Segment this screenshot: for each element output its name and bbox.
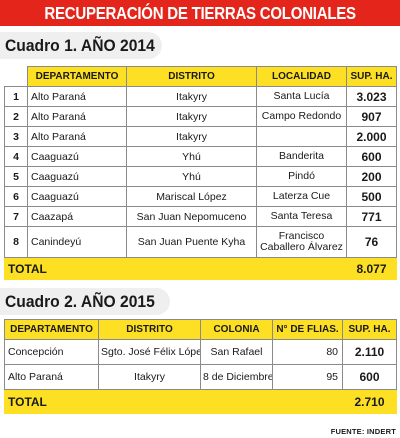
table1-row: 6 Caaguazú Mariscal López Laterza Cue 500: [4, 186, 397, 207]
table2-heading: Cuadro 2. AÑO 2015: [0, 288, 170, 315]
table2-header-departamento: DEPARTAMENTO: [4, 319, 99, 340]
table-2015: DEPARTAMENTO DISTRITO COLONIA N° DE FLIA…: [4, 319, 397, 414]
table2-total-row: TOTAL 2.710: [4, 389, 397, 414]
table1-row: 1 Alto Paraná Itakyry Santa Lucía 3.023: [4, 86, 397, 107]
table1-header-row: DEPARTAMENTO DISTRITO LOCALIDAD SUP. HA.: [4, 66, 397, 87]
sup-cell: 3.023: [346, 86, 397, 107]
departamento-cell: Alto Paraná: [27, 86, 127, 107]
departamento-cell: Caaguazú: [27, 186, 127, 207]
distrito-cell: Itakyry: [126, 126, 257, 147]
row-number: 4: [4, 146, 28, 167]
sup-cell: 76: [346, 226, 397, 258]
table1-row: 7 Caazapá San Juan Nepomuceno Santa Teresa 7…: [4, 206, 397, 227]
table1-heading-text: Cuadro 1. AÑO 2014: [5, 36, 155, 55]
distrito-cell: San Juan Nepomuceno: [126, 206, 257, 227]
row-number: 2: [4, 106, 28, 127]
row-number: 8: [4, 226, 28, 258]
localidad-cell: Santa Teresa: [256, 206, 347, 227]
page-title: RECUPERACIÓN DE TIERRAS COLONIALES: [0, 0, 400, 26]
table1-row: 8 Canindeyú San Juan Puente Kyha Francisco …: [4, 226, 397, 258]
table2-row: Concepción Sgto. José Félix López San Rafa…: [4, 339, 397, 365]
departamento-cell: Concepción: [4, 339, 99, 365]
sup-cell: 2.000: [346, 126, 397, 147]
distrito-cell: Mariscal López: [126, 186, 257, 207]
localidad-cell: Campo Redondo: [256, 106, 347, 127]
distrito-cell: Sgto. José Félix López: [98, 339, 201, 365]
sup-cell: 907: [346, 106, 397, 127]
table2-header-sup: SUP. HA.: [342, 319, 397, 340]
flias-cell: 80: [272, 339, 343, 365]
distrito-cell: Itakyry: [98, 364, 201, 390]
source-note: FUENTE: INDERT: [330, 427, 396, 436]
table1-total-row: TOTAL 8.077: [4, 257, 397, 280]
table2-header-row: DEPARTAMENTO DISTRITO COLONIA N° DE FLIA…: [4, 319, 397, 340]
page-title-text: RECUPERACIÓN DE TIERRAS COLONIALES: [44, 3, 356, 23]
row-number: 5: [4, 166, 28, 187]
table1-row: 3 Alto Paraná Itakyry 2.000: [4, 126, 397, 147]
localidad-cell: Banderita: [256, 146, 347, 167]
localidad-cell: Francisco Caballero Álvarez: [256, 226, 347, 258]
row-number: 1: [4, 86, 28, 107]
localidad-cell: Laterza Cue: [256, 186, 347, 207]
table1-row: 4 Caaguazú Yhú Banderita 600: [4, 146, 397, 167]
table-2014: DEPARTAMENTO DISTRITO LOCALIDAD SUP. HA.…: [4, 66, 397, 280]
table1-row: 2 Alto Paraná Itakyry Campo Redondo 907: [4, 106, 397, 127]
distrito-cell: Yhú: [126, 166, 257, 187]
departamento-cell: Alto Paraná: [27, 106, 127, 127]
departamento-cell: Caazapá: [27, 206, 127, 227]
table2-header-colonia: COLONIA: [200, 319, 273, 340]
departamento-cell: Caaguazú: [27, 146, 127, 167]
table1-header-localidad: LOCALIDAD: [256, 66, 347, 87]
row-number: 6: [4, 186, 28, 207]
distrito-cell: Itakyry: [126, 106, 257, 127]
table1-header-sup: SUP. HA.: [346, 66, 397, 87]
departamento-cell: Alto Paraná: [4, 364, 99, 390]
total-label: TOTAL: [4, 389, 343, 414]
distrito-cell: Yhú: [126, 146, 257, 167]
sup-cell: 771: [346, 206, 397, 227]
table1-header-blank: [4, 66, 28, 87]
row-number: 3: [4, 126, 28, 147]
total-label: TOTAL: [4, 257, 347, 280]
departamento-cell: Alto Paraná: [27, 126, 127, 147]
sup-cell: 600: [342, 364, 397, 390]
departamento-cell: Canindeyú: [27, 226, 127, 258]
table1-header-distrito: DISTRITO: [126, 66, 257, 87]
table2-heading-text: Cuadro 2. AÑO 2015: [5, 292, 155, 311]
sup-cell: 600: [346, 146, 397, 167]
distrito-cell: San Juan Puente Kyha: [126, 226, 257, 258]
sup-cell: 500: [346, 186, 397, 207]
localidad-cell: Pindó: [256, 166, 347, 187]
localidad-cell: Santa Lucía: [256, 86, 347, 107]
total-value: 8.077: [346, 257, 397, 280]
colonia-cell: 8 de Diciembre: [200, 364, 273, 390]
localidad-cell: [256, 126, 347, 147]
departamento-cell: Caaguazú: [27, 166, 127, 187]
table1-row: 5 Caaguazú Yhú Pindó 200: [4, 166, 397, 187]
sup-cell: 200: [346, 166, 397, 187]
table2-header-distrito: DISTRITO: [98, 319, 201, 340]
sup-cell: 2.110: [342, 339, 397, 365]
row-number: 7: [4, 206, 28, 227]
flias-cell: 95: [272, 364, 343, 390]
table1-heading: Cuadro 1. AÑO 2014: [0, 32, 162, 59]
total-value: 2.710: [342, 389, 397, 414]
table1-header-departamento: DEPARTAMENTO: [27, 66, 127, 87]
colonia-cell: San Rafael: [200, 339, 273, 365]
distrito-cell: Itakyry: [126, 86, 257, 107]
table2-row: Alto Paraná Itakyry 8 de Diciembre 95 600: [4, 364, 397, 390]
table2-header-flias: N° DE FLIAS.: [272, 319, 343, 340]
